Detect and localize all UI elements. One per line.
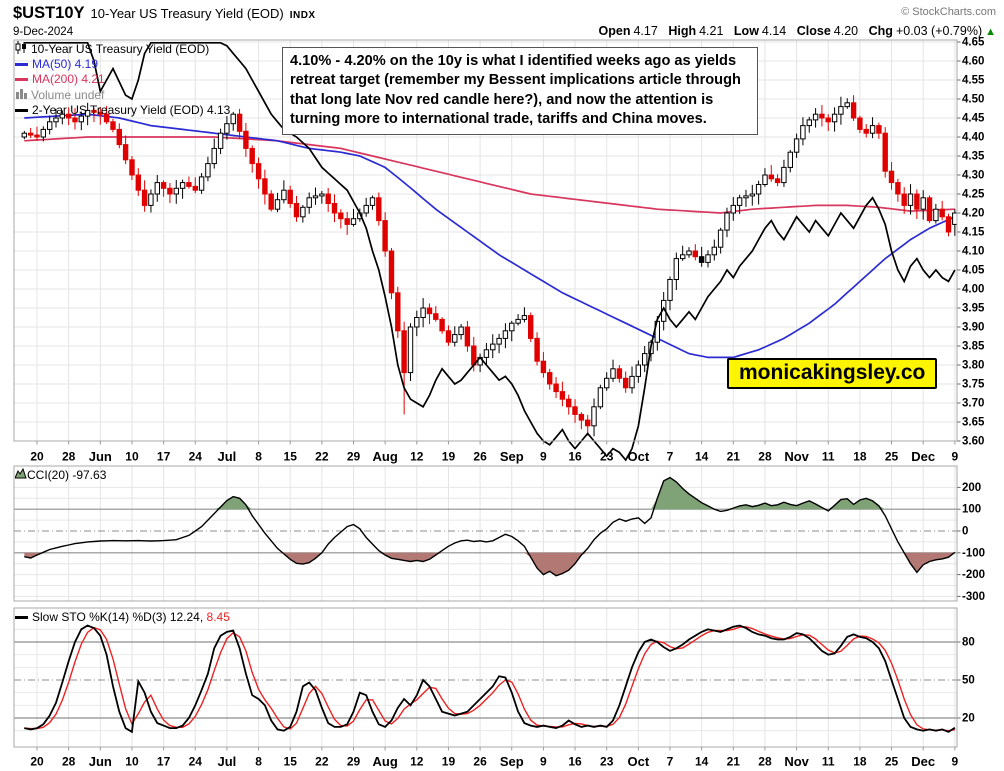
svg-text:8: 8 [255,450,262,464]
svg-text:15: 15 [284,755,298,769]
svg-text:16: 16 [568,450,582,464]
svg-text:9: 9 [540,755,547,769]
svg-text:26: 26 [473,450,487,464]
svg-text:28: 28 [62,450,76,464]
svg-text:25: 25 [885,450,899,464]
svg-text:4.50: 4.50 [962,94,984,106]
svg-text:28: 28 [62,755,76,769]
svg-text:-100: -100 [962,547,985,559]
svg-text:80: 80 [962,637,975,649]
svg-text:17: 17 [157,755,171,769]
svg-text:Oct: Oct [628,754,650,769]
svg-text:7: 7 [667,450,674,464]
svg-text:29: 29 [347,755,361,769]
svg-text:23: 23 [600,755,614,769]
svg-text:3.60: 3.60 [962,436,984,448]
svg-text:-300: -300 [962,591,985,603]
svg-text:24: 24 [189,755,203,769]
svg-text:Jul: Jul [218,754,237,769]
svg-text:Nov: Nov [784,449,809,464]
svg-text:28: 28 [758,755,772,769]
svg-text:4.15: 4.15 [962,227,985,239]
svg-text:3.85: 3.85 [962,341,985,353]
svg-text:14: 14 [695,755,709,769]
svg-text:4.30: 4.30 [962,170,984,182]
svg-text:19: 19 [442,755,456,769]
svg-text:100: 100 [962,504,981,516]
svg-text:29: 29 [347,450,361,464]
svg-text:4.00: 4.00 [962,284,984,296]
svg-text:Jun: Jun [89,449,112,464]
svg-text:3.75: 3.75 [962,379,985,391]
svg-text:10: 10 [125,755,139,769]
svg-text:Aug: Aug [373,449,398,464]
svg-text:26: 26 [473,755,487,769]
svg-text:4.65: 4.65 [962,37,985,49]
svg-text:16: 16 [568,755,582,769]
svg-text:0: 0 [962,526,968,538]
svg-text:11: 11 [822,755,835,769]
svg-text:4.10: 4.10 [962,246,984,258]
svg-text:19: 19 [442,450,456,464]
svg-text:Jul: Jul [218,449,237,464]
svg-text:28: 28 [758,450,772,464]
svg-text:Jun: Jun [89,754,112,769]
svg-text:3.80: 3.80 [962,360,984,372]
svg-text:Nov: Nov [784,754,809,769]
svg-text:4.25: 4.25 [962,189,985,201]
svg-text:12: 12 [410,450,424,464]
badge-text: monicakingsley.co [739,361,926,384]
svg-text:4.35: 4.35 [962,151,985,163]
svg-text:15: 15 [284,450,298,464]
annotation-text: 4.10% - 4.20% on the 10y is what I ident… [290,53,741,128]
svg-text:18: 18 [853,755,867,769]
svg-text:9: 9 [540,450,547,464]
svg-text:Aug: Aug [373,754,398,769]
svg-text:22: 22 [315,450,329,464]
svg-text:3.90: 3.90 [962,322,984,334]
svg-text:Sep: Sep [500,754,524,769]
svg-text:20: 20 [962,713,975,725]
svg-text:12: 12 [410,755,424,769]
svg-text:22: 22 [315,755,329,769]
svg-text:4.40: 4.40 [962,132,984,144]
svg-text:17: 17 [157,450,171,464]
svg-text:11: 11 [822,450,835,464]
svg-text:3.95: 3.95 [962,303,985,315]
svg-text:4.45: 4.45 [962,113,985,125]
svg-text:9: 9 [952,450,959,464]
svg-text:4.55: 4.55 [962,75,985,87]
svg-text:10: 10 [125,450,139,464]
svg-text:Dec: Dec [911,449,935,464]
svg-text:3.65: 3.65 [962,417,985,429]
svg-text:3.70: 3.70 [962,398,984,410]
svg-text:4.05: 4.05 [962,265,985,277]
svg-text:50: 50 [962,675,975,687]
svg-text:8: 8 [255,755,262,769]
svg-text:200: 200 [962,482,981,494]
svg-text:25: 25 [885,755,899,769]
svg-text:14: 14 [695,450,709,464]
svg-text:9: 9 [952,755,959,769]
annotation-box: 4.10% - 4.20% on the 10y is what I ident… [282,47,758,135]
svg-text:20: 20 [30,450,44,464]
svg-text:4.60: 4.60 [962,56,984,68]
svg-text:Sep: Sep [500,449,524,464]
svg-text:Oct: Oct [628,449,650,464]
svg-text:24: 24 [189,450,203,464]
svg-text:Dec: Dec [911,754,935,769]
svg-text:20: 20 [30,755,44,769]
svg-text:21: 21 [727,450,741,464]
svg-text:18: 18 [853,450,867,464]
svg-text:21: 21 [727,755,741,769]
svg-text:-200: -200 [962,569,985,581]
monicakingsley-badge: monicakingsley.co [727,358,938,389]
svg-text:4.20: 4.20 [962,208,984,220]
svg-text:7: 7 [667,755,674,769]
